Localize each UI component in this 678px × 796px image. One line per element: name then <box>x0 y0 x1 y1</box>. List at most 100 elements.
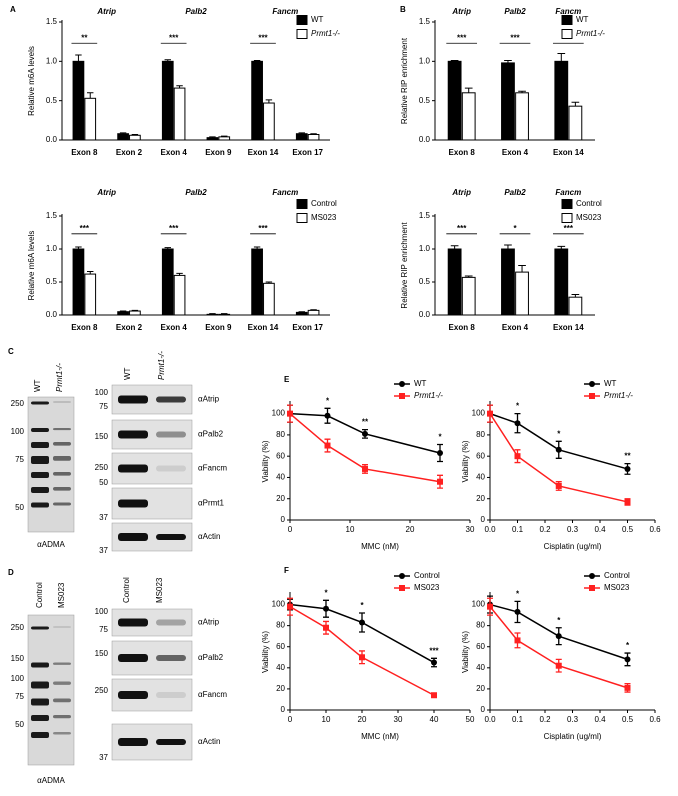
blot-band <box>31 428 49 432</box>
x-tick-label: 30 <box>394 715 403 724</box>
y-tick-label: 1.0 <box>419 244 431 253</box>
y-tick-label: 0.5 <box>419 277 431 286</box>
error-bar <box>119 310 127 312</box>
category-label: Exon 4 <box>502 148 529 157</box>
y-tick-label: 20 <box>276 684 285 693</box>
y-tick-label: 60 <box>476 642 485 651</box>
blot-band <box>118 499 148 508</box>
error-bar <box>310 133 317 135</box>
error-bar <box>518 265 526 273</box>
data-point <box>431 692 437 699</box>
y-tick-label: 100 <box>472 600 486 609</box>
y-axis-label: Viability (%) <box>261 440 270 482</box>
blot-image <box>27 396 75 533</box>
significance: * <box>516 589 520 598</box>
legend-swatch <box>296 29 308 39</box>
error-bar <box>176 85 183 89</box>
legend-swatch <box>561 213 573 223</box>
y-tick-label: 60 <box>276 451 285 460</box>
antibody-label: αFancm <box>198 690 227 699</box>
y-tick-label: 1.0 <box>46 244 58 253</box>
data-point <box>323 624 329 631</box>
marker-label: 50 <box>99 478 108 487</box>
bar <box>461 276 476 316</box>
marker-label: 250 <box>11 623 25 632</box>
data-point <box>399 393 405 399</box>
panel-label: E <box>284 375 290 384</box>
bar <box>173 274 186 316</box>
error-bar <box>119 132 127 134</box>
y-tick-label: 0 <box>481 515 486 524</box>
blot-band <box>118 464 148 473</box>
x-tick-label: 0.1 <box>512 715 524 724</box>
y-tick-label: 0.5 <box>46 277 58 286</box>
category-label: Exon 17 <box>292 148 323 157</box>
gene-label: Fancm <box>555 7 581 16</box>
error-bar <box>310 309 317 311</box>
x-tick-label: 0.1 <box>512 525 524 534</box>
data-point <box>514 608 521 615</box>
category-label: Exon 9 <box>205 323 232 332</box>
bar <box>515 92 529 141</box>
y-tick-label: 0.5 <box>46 96 58 105</box>
gene-label: Palb2 <box>185 188 207 197</box>
y-tick-label: 0.0 <box>419 135 431 144</box>
x-tick-label: 0.5 <box>622 715 634 724</box>
data-point <box>287 410 293 417</box>
gene-label: Palb2 <box>504 188 526 197</box>
blot-band <box>31 681 49 689</box>
bar <box>161 60 174 141</box>
significance: * <box>360 601 364 610</box>
x-tick-label: 0.6 <box>649 525 661 534</box>
blot-band <box>31 502 49 508</box>
category-label: Exon 17 <box>292 323 323 332</box>
data-point <box>437 478 443 485</box>
data-point <box>399 573 405 579</box>
panel-label: F <box>284 566 289 575</box>
blot-band <box>31 715 49 721</box>
category-label: Exon 8 <box>71 323 98 332</box>
y-tick-label: 0 <box>281 705 286 714</box>
bar <box>129 310 141 316</box>
x-tick-label: 0 <box>288 525 293 534</box>
category-label: Exon 9 <box>205 148 232 157</box>
gene-label: Atrip <box>451 7 471 16</box>
legend-swatch <box>561 199 573 209</box>
lane-label: WT <box>123 367 132 380</box>
antibody-label: αFancm <box>198 464 227 473</box>
significance: *** <box>564 224 574 233</box>
blot-band <box>118 430 148 439</box>
significance: ** <box>81 33 88 42</box>
y-tick-label: 20 <box>476 684 485 693</box>
legend-label: MS023 <box>414 583 440 592</box>
data-point <box>624 684 631 691</box>
error-bar <box>557 52 566 62</box>
category-label: Exon 14 <box>553 323 584 332</box>
y-axis-label: Relative m6A levels <box>27 46 36 116</box>
x-axis-label: Cisplatin (ug/ml) <box>544 542 602 551</box>
error-bar <box>450 245 459 249</box>
marker-label: 50 <box>15 720 24 729</box>
significance: *** <box>258 224 268 233</box>
blot-band <box>53 487 71 491</box>
antibody-label: αAtrip <box>198 395 220 404</box>
data-line <box>289 606 435 696</box>
y-tick-label: 80 <box>476 430 485 439</box>
y-tick-label: 0.0 <box>419 310 431 319</box>
bar <box>307 309 320 316</box>
data-point <box>555 662 562 669</box>
error-bar <box>504 60 512 63</box>
data-line <box>489 606 628 689</box>
blot-band <box>31 698 49 706</box>
error-bar <box>164 59 171 62</box>
marker-label: 100 <box>11 427 25 436</box>
legend-label: WT <box>414 379 427 388</box>
error-bar <box>571 101 580 107</box>
y-tick-label: 20 <box>276 494 285 503</box>
y-tick-label: 80 <box>276 621 285 630</box>
panel-label: C <box>8 347 14 356</box>
blot-band <box>31 626 49 630</box>
bar <box>117 311 129 316</box>
bar <box>251 60 263 141</box>
error-bar <box>221 135 228 137</box>
